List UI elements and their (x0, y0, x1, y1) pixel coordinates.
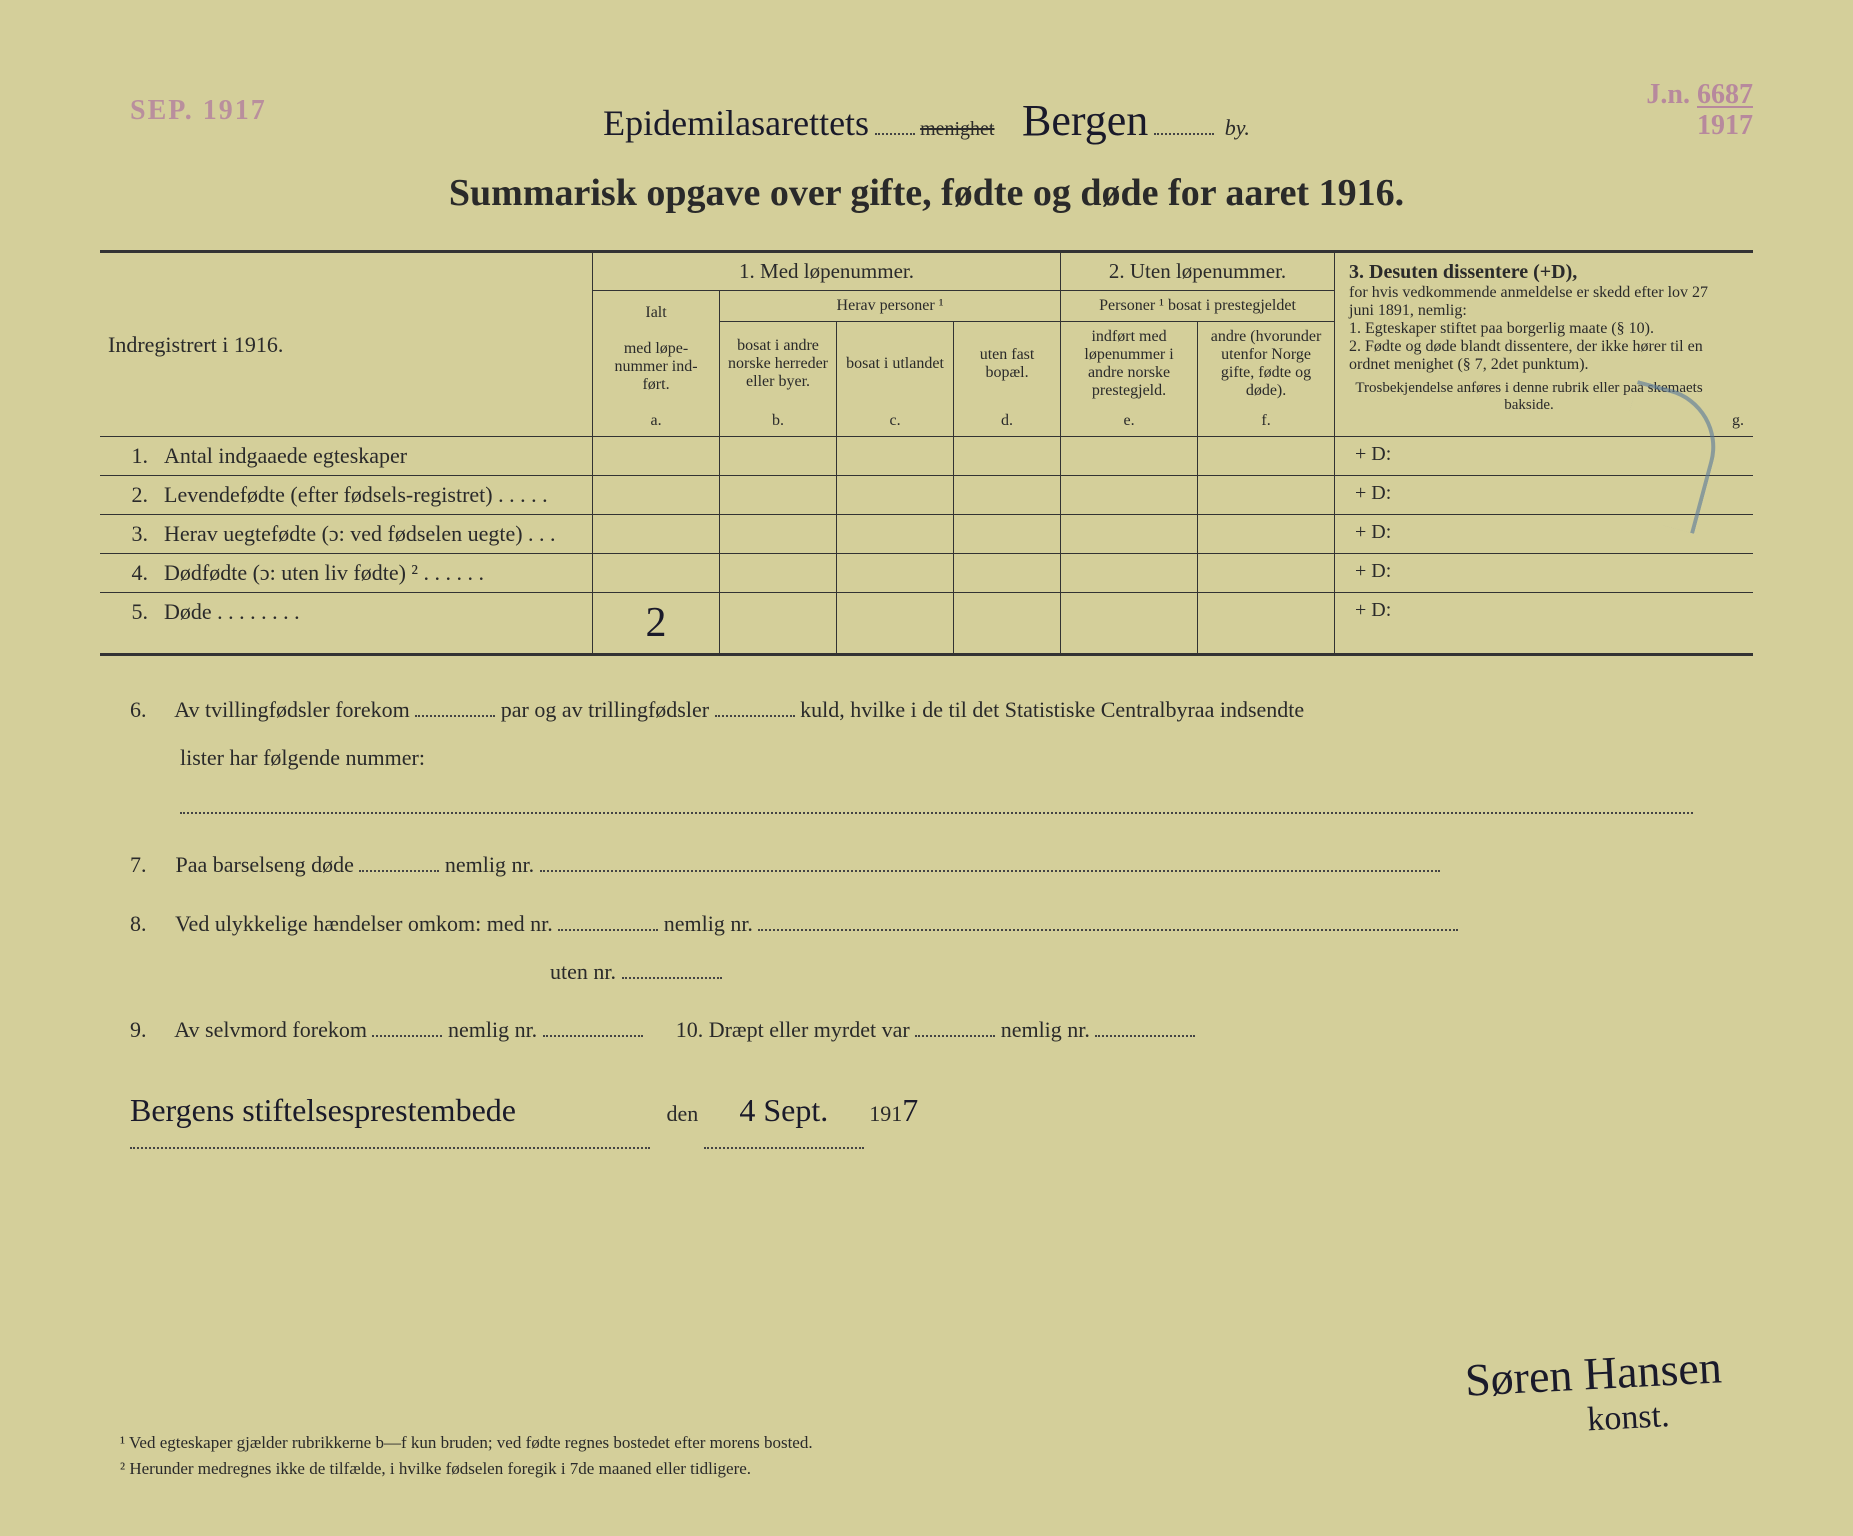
th-registered: Indregistrert i 1916. (100, 252, 593, 437)
document-page: SEP. 1917 J.n. 6687 1917 Epidemilasarett… (0, 0, 1853, 1536)
cell-b (720, 515, 837, 554)
cell-g: + D: (1335, 593, 1724, 655)
footnote-1: ¹ Ved egteskaper gjælder rubrikkerne b—f… (120, 1430, 813, 1456)
hw-place: Bergens stiftelsesprestembede (130, 1092, 516, 1128)
cell-d (954, 437, 1061, 476)
cell-c (837, 515, 954, 554)
cell-a: 2 (593, 593, 720, 655)
table-row: 2. Levendefødte (efter fødsels-registret… (100, 476, 1753, 515)
cell-e (1061, 593, 1198, 655)
letter-a: a. (593, 406, 720, 437)
cell-d (954, 554, 1061, 593)
table-row: 1. Antal indgaaede egteskaper + D: (100, 437, 1753, 476)
row-label: Dødfødte (ɔ: uten liv fødte) ² . . . . .… (156, 554, 593, 593)
th-sec2: 2. Uten løpenummer. (1061, 252, 1335, 291)
row-label: Døde . . . . . . . . (156, 593, 593, 655)
stamp-date-left: SEP. 1917 (130, 95, 267, 127)
suffix-by: by. (1225, 115, 1250, 140)
stamp-year: 1917 (1697, 106, 1753, 141)
row-label: Herav uegtefødte (ɔ: ved fødselen uegte)… (156, 515, 593, 554)
main-table: Indregistrert i 1916. 1. Med løpenummer.… (100, 250, 1753, 656)
cell-a (593, 437, 720, 476)
cell-b (720, 593, 837, 655)
cell-f (1198, 554, 1335, 593)
cell-e (1061, 437, 1198, 476)
table-row: 3. Herav uegtefødte (ɔ: ved fødselen ueg… (100, 515, 1753, 554)
stamp-journal-right: J.n. 6687 1917 (1646, 80, 1753, 142)
row-num: 3. (100, 515, 156, 554)
row-label: Antal indgaaede egteskaper (156, 437, 593, 476)
th-sec2-sub: Personer ¹ bosat i prestegjeldet (1061, 291, 1335, 322)
th-col-f: andre (hvorunder utenfor Norge gifte, fø… (1198, 322, 1335, 407)
cell-g: + D: (1335, 554, 1724, 593)
cell-c (837, 554, 954, 593)
th-sec1: 1. Med løpenummer. (593, 252, 1061, 291)
table-row: 4. Dødfødte (ɔ: uten liv fødte) ² . . . … (100, 554, 1753, 593)
th-ialt: Ialt med løpe-nummer ind-ført. (593, 291, 720, 407)
q7: 7. Paa barselseng døde nemlig nr. (130, 841, 1723, 889)
cell-b (720, 437, 837, 476)
th-col-b: bosat i andre norske herreder eller byer… (720, 322, 837, 407)
letter-f: f. (1198, 406, 1335, 437)
q9-10: 9. Av selvmord forekom nemlig nr. 10. Dr… (130, 1006, 1723, 1054)
cell-f (1198, 515, 1335, 554)
cell-c (837, 593, 954, 655)
cell-e (1061, 476, 1198, 515)
signature: Søren Hansen konst. (1464, 1346, 1725, 1442)
th-herav: Herav personer ¹ (720, 291, 1061, 322)
row-num: 5. (100, 593, 156, 655)
lower-questions: 6. Av tvillingfødsler forekom par og av … (100, 686, 1753, 1149)
th-col-e: indført med løpenummer i andre norske pr… (1061, 322, 1198, 407)
cell-a (593, 554, 720, 593)
letter-e: e. (1061, 406, 1198, 437)
row-num: 1. (100, 437, 156, 476)
strikethrough-text: menighet (920, 118, 994, 140)
cell-d (954, 476, 1061, 515)
cell-b (720, 476, 837, 515)
cell-c (837, 437, 954, 476)
th-col-c: bosat i utlandet (837, 322, 954, 407)
q6: 6. Av tvillingfødsler forekom par og av … (130, 686, 1723, 831)
cell-a (593, 476, 720, 515)
letter-c: c. (837, 406, 954, 437)
hw-date: 4 Sept. (739, 1092, 828, 1128)
table-row: 5. Døde . . . . . . . . 2 + D: (100, 593, 1753, 655)
cell-e (1061, 515, 1198, 554)
cell-a (593, 515, 720, 554)
footnote-2: ² Herunder medregnes ikke de tilfælde, i… (120, 1456, 813, 1482)
hw-city: Bergen (1022, 95, 1148, 146)
cell-f (1198, 593, 1335, 655)
row-num: 4. (100, 554, 156, 593)
q8: 8. Ved ulykkelige hændelser omkom: med n… (130, 900, 1723, 997)
letter-d: d. (954, 406, 1061, 437)
cell-c (837, 476, 954, 515)
cell-f (1198, 476, 1335, 515)
hw-year: 7 (902, 1092, 918, 1128)
cell-f (1198, 437, 1335, 476)
row-num: 2. (100, 476, 156, 515)
th-col-d: uten fast bopæl. (954, 322, 1061, 407)
main-title: Summarisk opgave over gifte, fødte og dø… (100, 171, 1753, 215)
letter-b: b. (720, 406, 837, 437)
letter-g: g. (1723, 406, 1753, 437)
signature-line: Bergens stiftelsesprestembede den 4 Sept… (130, 1075, 1723, 1149)
hw-parish: Epidemilasarettets (603, 102, 869, 144)
cell-d (954, 515, 1061, 554)
header-line: Epidemilasarettets menighet Bergen by. (100, 95, 1753, 146)
cell-d (954, 593, 1061, 655)
footnotes: ¹ Ved egteskaper gjælder rubrikkerne b—f… (120, 1430, 813, 1481)
row-label: Levendefødte (efter fødsels-registret) .… (156, 476, 593, 515)
cell-b (720, 554, 837, 593)
cell-e (1061, 554, 1198, 593)
